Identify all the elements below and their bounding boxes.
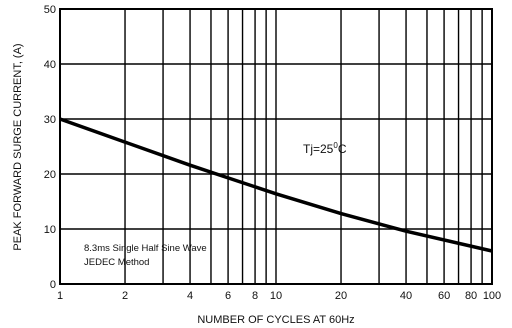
tj-annotation: Tj=250C	[303, 141, 347, 156]
series-line	[59, 117, 493, 253]
x-tick-label: 40	[400, 290, 412, 302]
x-tick-labels: 1 2 4 6 8 10 20 40 60 80 100	[57, 290, 501, 302]
x-tick-label: 10	[270, 290, 282, 302]
x-tick-label: 100	[483, 290, 501, 302]
y-tick-label: 10	[44, 224, 56, 236]
y-tick-label: 50	[44, 4, 56, 16]
tj-annotation-prefix: Tj=25	[303, 142, 334, 156]
y-tick-label: 20	[44, 169, 56, 181]
x-tick-label: 60	[438, 290, 450, 302]
y-tick-label: 0	[50, 279, 56, 291]
x-tick-label: 80	[465, 290, 477, 302]
x-tick-label: 4	[187, 290, 193, 302]
x-tick-label: 6	[225, 290, 231, 302]
y-axis-label: PEAK FORWARD SURGE CURRENT, (A)	[12, 43, 24, 250]
wave-annotation-line-1: 8.3ms Single Half Sine Wave	[84, 243, 207, 254]
x-tick-label: 8	[252, 290, 258, 302]
tj-annotation-superscript: 0	[333, 141, 338, 150]
plot-frame	[59, 8, 493, 285]
y-tick-labels: 0 10 20 30 40 50	[44, 4, 56, 291]
tj-annotation-suffix: C	[338, 142, 347, 156]
y-tick-label: 40	[44, 59, 56, 71]
x-axis-label: NUMBER OF CYCLES AT 60Hz	[197, 314, 354, 326]
x-tick-label: 1	[57, 290, 63, 302]
x-tick-label: 20	[335, 290, 347, 302]
wave-annotation-line-2: JEDEC Method	[84, 257, 149, 268]
x-tick-label: 2	[122, 290, 128, 302]
y-tick-label: 30	[44, 114, 56, 126]
